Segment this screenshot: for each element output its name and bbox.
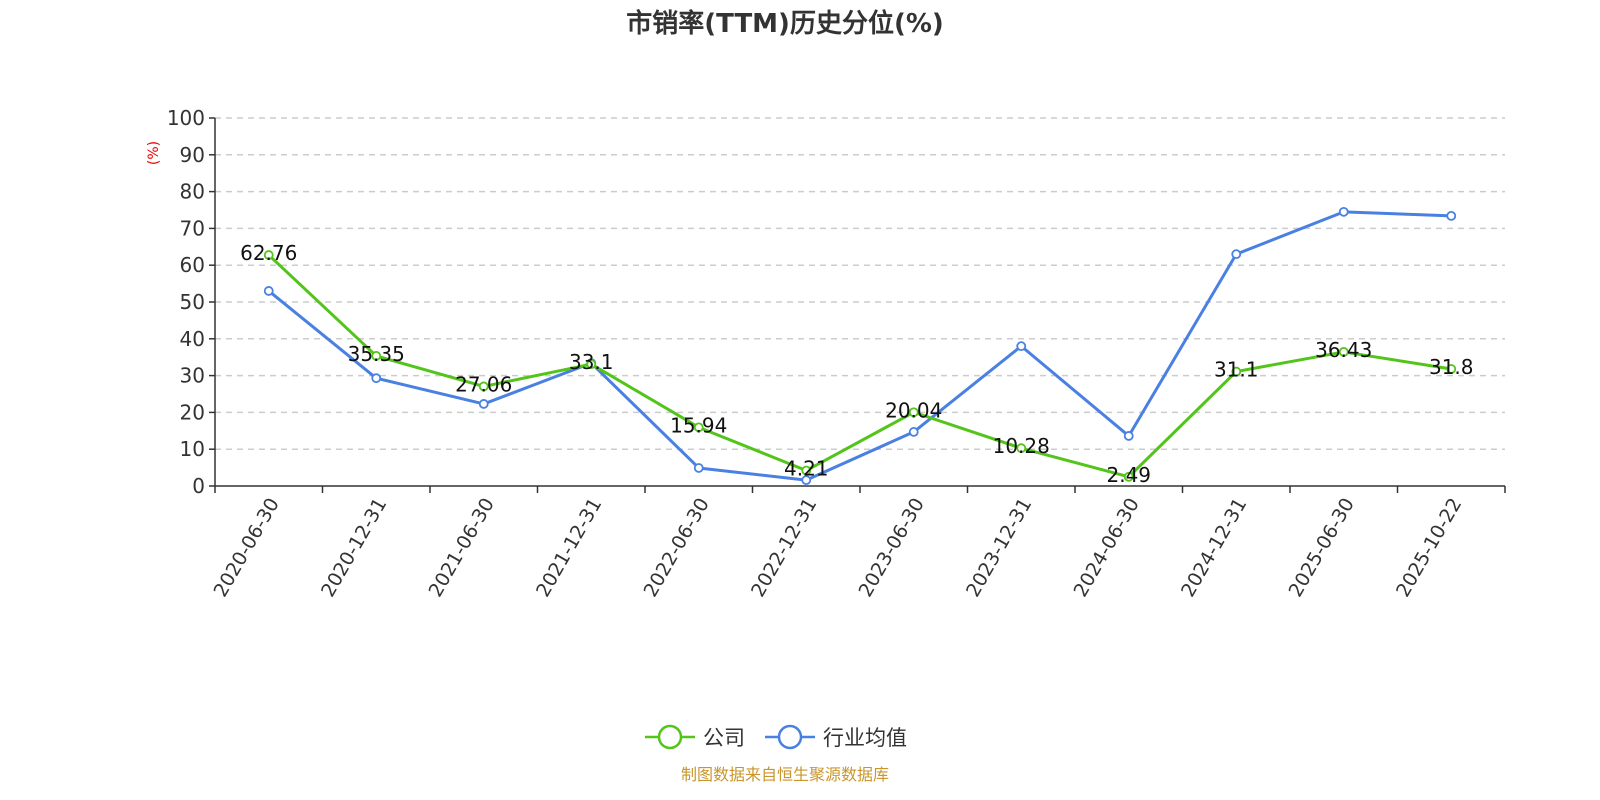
x-tick-label: 2023-12-31: [962, 494, 1036, 601]
data-point: [1338, 347, 1349, 357]
data-source: 制图数据来自恒生聚源数据库: [681, 765, 889, 784]
data-label: 36.43: [1315, 338, 1372, 362]
y-axis-unit: (%): [146, 141, 162, 165]
y-tick-label: 50: [180, 290, 205, 314]
legend-item: 公司: [645, 724, 745, 750]
y-tick-label: 0: [192, 474, 205, 498]
data-label: 31.8: [1429, 355, 1474, 379]
y-tick-label: 40: [180, 327, 205, 351]
series-line: [267, 210, 1452, 482]
data-point: [1123, 431, 1134, 441]
data-point: [1231, 249, 1242, 260]
y-tick-label: 20: [180, 400, 205, 424]
x-tick-label: 2021-06-30: [425, 494, 499, 601]
data-label: 20.04: [885, 398, 942, 422]
data-point: [263, 286, 274, 296]
data-point: [1016, 341, 1027, 352]
x-tick-label: 2025-10-22: [1392, 494, 1466, 601]
x-tick-label: 2024-12-31: [1177, 494, 1251, 601]
data-point: [693, 422, 704, 433]
data-label: 35.35: [348, 342, 405, 366]
data-point: [263, 250, 274, 260]
data-point: [586, 359, 597, 370]
data-point: [908, 427, 919, 437]
data-label: 15.94: [670, 413, 727, 437]
legend-label: 行业均值: [823, 726, 907, 750]
data-label: 33.1: [569, 350, 614, 374]
series-line: [267, 253, 1452, 479]
legend-marker: [657, 724, 683, 750]
data-point: [1123, 471, 1134, 482]
x-tick-label: 2024-06-30: [1070, 494, 1144, 601]
data-point: [1446, 210, 1457, 221]
legend-label: 公司: [703, 726, 745, 750]
x-tick-label: 2022-06-30: [640, 494, 714, 601]
data-point: [1446, 364, 1457, 374]
data-label: 62.76: [240, 241, 297, 265]
x-tick-label: 2020-06-30: [210, 494, 284, 601]
x-tick-label: 2023-06-30: [855, 494, 929, 601]
data-label: 10.28: [993, 434, 1050, 458]
data-point: [801, 465, 812, 476]
y-tick-label: 30: [180, 364, 205, 388]
x-tick-label: 2025-06-30: [1285, 494, 1359, 601]
data-label: 27.06: [455, 372, 512, 396]
x-tick-label: 2021-12-31: [532, 494, 606, 601]
data-point: [1016, 443, 1027, 454]
y-tick-label: 70: [180, 216, 205, 240]
chart-title: 市销率(TTM)历史分位(%): [626, 8, 944, 39]
y-tick-label: 60: [180, 253, 205, 277]
x-tick-label: 2022-12-31: [747, 494, 821, 601]
data-point: [478, 399, 489, 409]
data-point: [1338, 206, 1349, 217]
data-label: 31.1: [1214, 358, 1259, 382]
x-tick-label: 2020-12-31: [317, 494, 391, 601]
data-point: [1231, 366, 1242, 377]
y-tick-label: 90: [180, 143, 205, 167]
data-point: [693, 463, 704, 473]
legend-item: 行业均值: [765, 724, 907, 750]
data-point: [801, 475, 812, 486]
data-point: [478, 381, 489, 392]
data-point: [908, 407, 919, 418]
data-point: [371, 373, 382, 384]
data-label: 2.49: [1106, 463, 1151, 487]
y-tick-label: 100: [167, 106, 205, 130]
legend-marker: [777, 724, 803, 750]
data-label: 4.21: [784, 457, 829, 481]
y-tick-label: 10: [180, 437, 205, 461]
data-point: [371, 351, 382, 361]
y-tick-label: 80: [180, 180, 205, 204]
